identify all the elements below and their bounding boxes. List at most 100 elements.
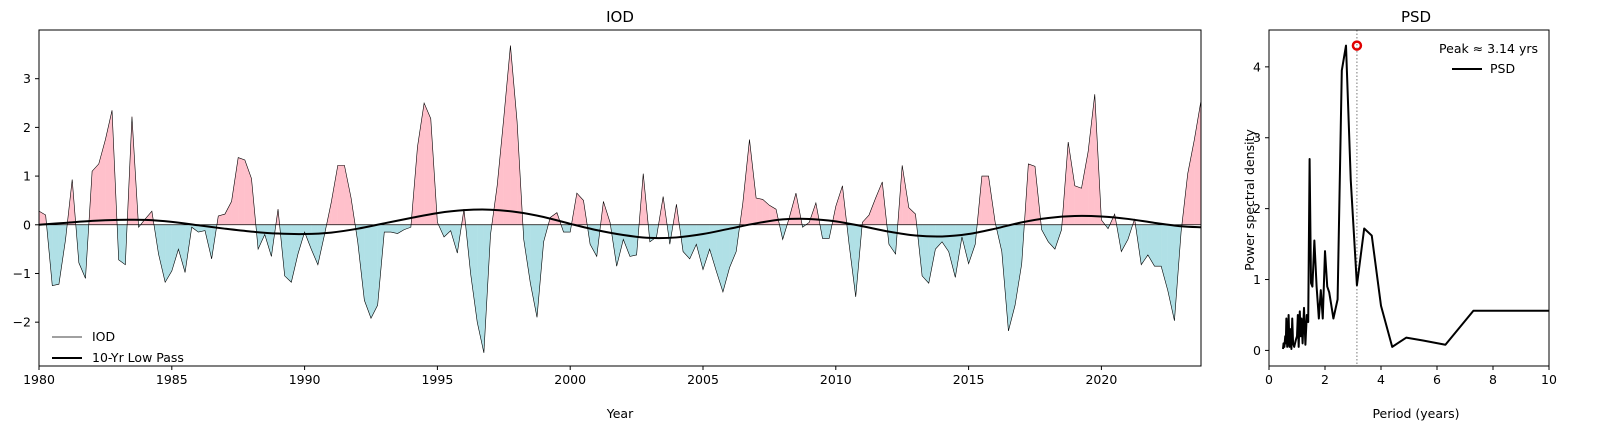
- area-segment: [948, 224, 956, 278]
- area-segment: [530, 224, 538, 318]
- legend-iod-label: IOD: [92, 329, 115, 344]
- area-segment: [1068, 141, 1075, 225]
- psd-lines: [1282, 30, 1549, 366]
- x-tick-label: 6: [1433, 372, 1441, 387]
- area-segment: [722, 224, 730, 293]
- area-segment: [497, 117, 504, 225]
- area-segment: [311, 224, 319, 265]
- area-segment: [702, 224, 710, 270]
- iod-x-ticks: 1980 1985 1990 1995 2000 2005 2010 2015 2020: [23, 366, 1117, 387]
- area-segment: [902, 165, 909, 225]
- area-segment: [423, 102, 431, 225]
- area-segment: [158, 224, 166, 283]
- area-segment: [1087, 94, 1095, 225]
- area-segment: [968, 224, 976, 264]
- area-segment: [364, 224, 372, 319]
- area-segment: [921, 224, 929, 284]
- area-segment: [331, 165, 338, 225]
- area-segment: [742, 139, 750, 225]
- area-segment: [1041, 224, 1049, 242]
- psd-y-axis-label: Power spectral density: [1242, 129, 1257, 271]
- area-segment: [1147, 224, 1155, 267]
- y-tick-label: 3: [23, 71, 31, 86]
- x-tick-label: 2000: [554, 372, 586, 387]
- psd-legend: PSD: [1452, 61, 1515, 76]
- area-segment: [231, 157, 239, 225]
- area-segment: [264, 224, 272, 257]
- area-segment: [689, 224, 697, 259]
- peak-marker: [1351, 40, 1363, 51]
- psd-plot-frame: [1268, 29, 1550, 367]
- psd-x-axis-label: Period (years): [1372, 406, 1459, 421]
- peak-annotation: Peak ≈ 3.14 yrs: [1439, 41, 1538, 56]
- iod-panel: IOD 1980 1985 1990 1995 2000 2005 2010 2015 2020…: [13, 8, 1202, 421]
- area-segment: [297, 224, 305, 255]
- y-tick-label: −1: [13, 266, 31, 281]
- x-tick-label: 2020: [1085, 372, 1117, 387]
- area-segment: [1161, 224, 1168, 291]
- x-tick-label: 2005: [687, 372, 719, 387]
- area-segment: [337, 165, 345, 225]
- psd-series-line: [1282, 44, 1549, 350]
- y-tick-label: 3: [1253, 130, 1261, 145]
- area-segment: [755, 197, 763, 225]
- y-tick-label: 2: [23, 120, 31, 135]
- area-segment: [317, 224, 325, 265]
- lowpass-series-line: [38, 208, 1202, 240]
- area-segment: [443, 224, 451, 238]
- area-segment: [470, 224, 478, 323]
- area-segment: [623, 224, 631, 257]
- area-segment: [1014, 224, 1022, 306]
- area-segment: [1187, 139, 1195, 225]
- area-segment: [576, 192, 584, 225]
- y-tick-label: 0: [23, 217, 31, 232]
- area-segment: [105, 110, 113, 225]
- area-segment: [224, 201, 232, 225]
- x-tick-label: 1985: [156, 372, 188, 387]
- iod-plot-frame: [38, 29, 1202, 367]
- psd-x-ticks: 0 2 4 6 8 10: [1265, 366, 1557, 387]
- area-segment: [848, 224, 856, 297]
- area-segment: [1028, 163, 1036, 225]
- y-tick-label: 1: [1253, 272, 1261, 287]
- iod-fills: [38, 45, 1202, 353]
- area-segment: [510, 45, 518, 225]
- area-segment: [563, 224, 571, 233]
- area-segment: [629, 224, 637, 257]
- x-tick-label: 2010: [820, 372, 852, 387]
- legend-psd-label: PSD: [1490, 61, 1515, 76]
- psd-y-ticks: 0 1 2 3 4: [1253, 59, 1269, 358]
- area-segment: [370, 224, 378, 319]
- area-segment: [835, 185, 843, 225]
- x-tick-label: 1990: [289, 372, 321, 387]
- iod-y-ticks: −2 −1 0 1 2 3: [13, 71, 39, 330]
- area-segment: [1008, 224, 1016, 331]
- psd-title: PSD: [1401, 8, 1431, 26]
- area-segment: [384, 224, 392, 233]
- area-segment: [682, 224, 690, 260]
- area-segment: [304, 224, 312, 250]
- area-segment: [822, 224, 830, 239]
- iod-title: IOD: [606, 8, 634, 26]
- area-segment: [1141, 224, 1149, 266]
- y-tick-label: 2: [1253, 201, 1261, 216]
- area-segment: [165, 224, 172, 283]
- iod-x-axis-label: Year: [606, 406, 634, 421]
- x-tick-label: 2015: [953, 372, 985, 387]
- area-segment: [417, 103, 425, 225]
- area-segment: [1074, 185, 1082, 225]
- area-segment: [616, 224, 624, 267]
- x-tick-label: 0: [1265, 372, 1273, 387]
- area-segment: [1154, 224, 1162, 267]
- x-tick-label: 1980: [23, 372, 55, 387]
- x-tick-label: 8: [1489, 372, 1497, 387]
- area-segment: [1121, 224, 1129, 252]
- y-tick-label: −2: [13, 315, 31, 330]
- area-segment: [503, 45, 511, 225]
- area-segment: [344, 165, 352, 225]
- area-segment: [523, 224, 531, 284]
- x-tick-label: 4: [1377, 372, 1385, 387]
- iod-lines: [38, 45, 1202, 353]
- area-segment: [404, 224, 411, 230]
- y-tick-label: 0: [1253, 343, 1261, 358]
